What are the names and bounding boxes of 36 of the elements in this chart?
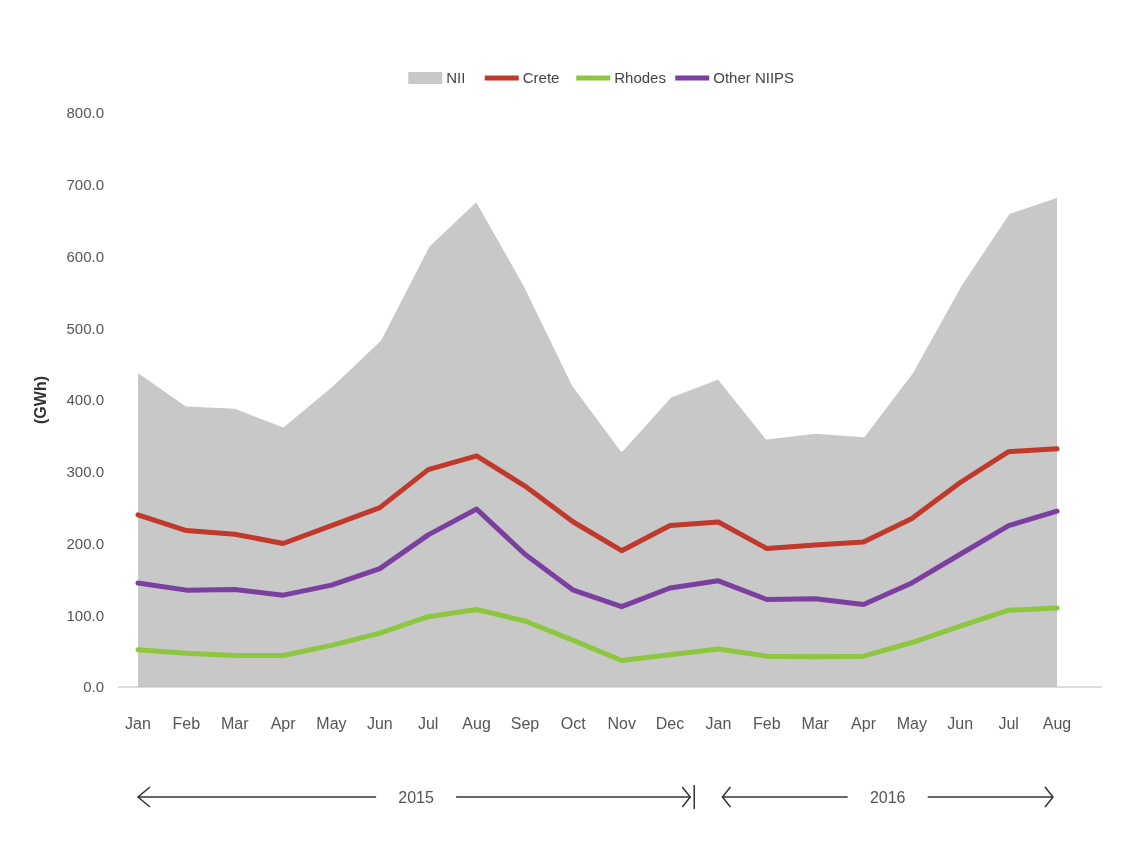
x-tick-label: Jan (705, 715, 732, 732)
legend-label: Crete (522, 69, 560, 87)
legend-label: Other NIIPS (713, 69, 795, 87)
x-tick-label: Sep (510, 715, 540, 732)
x-tick-label: Jul (417, 715, 439, 732)
y-tick-label: 600.0 (66, 247, 104, 265)
text: 2016 (869, 788, 906, 806)
y-tick-label: 300.0 (66, 463, 104, 480)
x-tick-label: Feb (172, 715, 201, 732)
x-tick-label: Jun (366, 715, 393, 732)
y-tick-label: 400.0 (66, 391, 104, 409)
legend-label: Rhodes (614, 69, 666, 87)
x-tick-label: Dec (655, 715, 685, 732)
x-tick-label: Mar (220, 715, 250, 732)
x-tick-label: May (896, 715, 928, 732)
x-tick-label: Nov (607, 715, 636, 732)
y-tick-label: 0.0 (83, 678, 104, 696)
x-tick-label: Oct (560, 715, 587, 732)
y-tick-label: 700.0 (66, 176, 104, 193)
x-tick-label: Apr (270, 715, 297, 732)
x-tick-label: May (316, 715, 347, 732)
x-tick-label: Jan (125, 715, 151, 732)
y-tick-label: 100.0 (66, 606, 104, 624)
x-tick-label: Mar (801, 715, 830, 732)
text: 2015 (398, 788, 435, 806)
y-axis-title: (GWh) (32, 376, 49, 424)
x-tick-label: Apr (851, 715, 877, 732)
x-tick-label: Aug (462, 715, 491, 732)
x-tick-label: Jun (947, 715, 974, 732)
x-tick-label: Jul (998, 715, 1019, 732)
y-tick-label: 800.0 (66, 104, 104, 122)
x-tick-label: Feb (753, 715, 781, 732)
x-tick-label: Aug (1042, 715, 1072, 732)
y-tick-label: 500.0 (66, 319, 104, 337)
legend-label: NII (446, 69, 466, 87)
y-tick-label: 200.0 (66, 534, 104, 552)
